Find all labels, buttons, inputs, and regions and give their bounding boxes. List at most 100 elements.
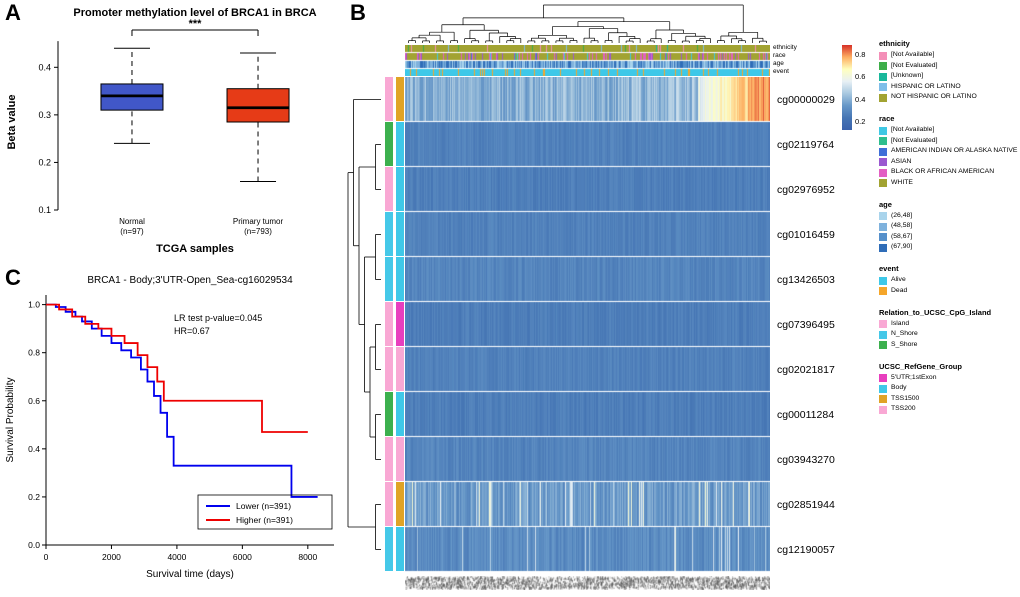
- row-dendrogram: [347, 99, 381, 550]
- legend-color-swatch: [879, 330, 887, 339]
- legend-item: Alive: [879, 276, 1020, 287]
- legend-label: NOT HISPANIC OR LATINO: [891, 93, 977, 101]
- column-annotation-bars: [405, 45, 770, 76]
- svg-text:BRCA1 - Body;3'UTR-Open_Sea-cg: BRCA1 - Body;3'UTR-Open_Sea-cg16029534: [87, 275, 293, 286]
- legend-color-swatch: [879, 93, 887, 102]
- legend-color-swatch: [879, 137, 887, 146]
- legend-item: 5'UTR;1stExon: [879, 373, 1020, 384]
- legend-title: ethnicity: [879, 39, 910, 48]
- panel-c-survival: C BRCA1 - Body;3'UTR-Open_Sea-cg16029534…: [0, 265, 345, 597]
- svg-text:6000: 6000: [233, 552, 252, 562]
- svg-text:Beta value: Beta value: [6, 94, 18, 149]
- legend-label: ASIAN: [891, 157, 912, 165]
- legend-item: (58,67]: [879, 232, 1020, 243]
- legend-item: [Not Evaluated]: [879, 61, 1020, 72]
- svg-text:Higher (n=391): Higher (n=391): [236, 515, 293, 525]
- legend-color-swatch: [879, 222, 887, 231]
- panel-b-heatmap: B 0.8 0.6 0.4 0.2 ethnicity [Not Available] […: [345, 0, 1020, 597]
- svg-text:0: 0: [44, 552, 49, 562]
- svg-text:0.2: 0.2: [28, 492, 40, 502]
- svg-text:TCGA samples: TCGA samples: [156, 243, 234, 255]
- legend-item: (48,58]: [879, 222, 1020, 233]
- column-annotation-label: age: [773, 60, 784, 67]
- panel-b-label: B: [350, 0, 366, 25]
- legend-item: AMERICAN INDIAN OR ALASKA NATIVE: [879, 147, 1020, 158]
- legend-item: Island: [879, 319, 1020, 330]
- legend-title: race: [879, 114, 895, 123]
- svg-text:0.0: 0.0: [28, 540, 40, 550]
- svg-text:(n=793): (n=793): [244, 227, 272, 236]
- legend-group: event Alive Dead: [879, 265, 1020, 297]
- legend-color-swatch: [879, 62, 887, 71]
- legend-label: HISPANIC OR LATINO: [891, 82, 961, 90]
- column-annotation-label: race: [773, 52, 786, 59]
- heatmap-canvas: [405, 77, 770, 572]
- legend-label: WHITE: [891, 178, 913, 186]
- heatmap-row-label: cg07396495: [777, 318, 835, 331]
- svg-text:LR test p-value=0.045: LR test p-value=0.045: [174, 313, 262, 323]
- legend-label: TSS1500: [891, 394, 920, 402]
- legend-label: N_Shore: [891, 330, 918, 338]
- legend-color-swatch: [879, 243, 887, 252]
- colorbar-gradient: [842, 45, 852, 130]
- legend-item: N_Shore: [879, 330, 1020, 341]
- legend-item: HISPANIC OR LATINO: [879, 82, 1020, 93]
- legend-title: UCSC_RefGene_Group: [879, 361, 962, 371]
- svg-text:Normal: Normal: [119, 217, 145, 226]
- panel-a-label: A: [5, 0, 21, 25]
- heatmap-row-label: cg03943270: [777, 453, 835, 466]
- heatmap-row-label: cg00000029: [777, 93, 835, 106]
- heatmap-row-label: cg02021817: [777, 363, 835, 376]
- legend-color-swatch: [879, 168, 887, 177]
- colorbar-tick-label: 0.8: [855, 49, 866, 59]
- legend-color-swatch: [879, 276, 887, 285]
- svg-text:0.6: 0.6: [28, 396, 40, 406]
- legend-panel: ethnicity [Not Available] [Not Evaluated] […: [879, 40, 1020, 427]
- legend-item: Body: [879, 384, 1020, 395]
- legend-item: Dead: [879, 286, 1020, 297]
- legend-item: (26,48]: [879, 211, 1020, 222]
- legend-label: Alive: [891, 276, 906, 284]
- heatmap-row-label: cg12190057: [777, 543, 835, 556]
- legend-label: (26,48]: [891, 211, 913, 219]
- legend-color-swatch: [879, 374, 887, 383]
- legend-group: age (26,48] (48,58] (58,67] (67,90]: [879, 200, 1020, 254]
- colorbar-tick-label: 0.4: [855, 94, 866, 104]
- legend-item: TSS1500: [879, 394, 1020, 405]
- legend-item: [Not Evaluated]: [879, 136, 1020, 147]
- legend-color-swatch: [879, 72, 887, 81]
- panel-a-boxplot: A Promoter methylation level of BRCA1 in…: [0, 0, 345, 265]
- panel-c-label: C: [5, 265, 21, 290]
- legend-label: [Not Available]: [891, 51, 935, 59]
- colorbar-tick-label: 0.2: [855, 117, 866, 127]
- legend-group: race [Not Available] [Not Evaluated] AMERIC…: [879, 115, 1020, 189]
- svg-text:HR=0.67: HR=0.67: [174, 326, 210, 336]
- svg-text:1.0: 1.0: [28, 300, 40, 310]
- heatmap-row-label: cg02119764: [777, 138, 835, 151]
- legend-item: WHITE: [879, 178, 1020, 189]
- legend-item: S_Shore: [879, 340, 1020, 351]
- legend-item: [Not Available]: [879, 51, 1020, 62]
- legend-color-swatch: [879, 147, 887, 156]
- legend-title: Relation_to_UCSC_CpG_Island: [879, 307, 992, 317]
- legend-group: ethnicity [Not Available] [Not Evaluated] […: [879, 40, 1020, 103]
- svg-text:0.4: 0.4: [28, 444, 40, 454]
- svg-text:0.8: 0.8: [28, 348, 40, 358]
- heatmap-row-label: cg02976952: [777, 183, 835, 196]
- boxplot-svg: Promoter methylation level of BRCA1 in B…: [6, 7, 317, 255]
- heatmap-row-label: cg01016459: [777, 228, 835, 241]
- svg-text:Survival Probability: Survival Probability: [5, 377, 16, 462]
- legend-label: [Not Evaluated]: [891, 61, 938, 69]
- legend-color-swatch: [879, 320, 887, 329]
- legend-color-swatch: [879, 83, 887, 92]
- legend-color-swatch: [879, 287, 887, 296]
- legend-item: TSS200: [879, 405, 1020, 416]
- legend-label: (48,58]: [891, 222, 913, 230]
- legend-label: TSS200: [891, 405, 916, 413]
- legend-group: Relation_to_UCSC_CpG_Island Island N_Shore…: [879, 307, 1020, 351]
- legend-label: AMERICAN INDIAN OR ALASKA NATIVE: [891, 147, 1018, 155]
- svg-text:Primary tumor: Primary tumor: [233, 217, 284, 226]
- legend-color-swatch: [879, 179, 887, 188]
- svg-text:0.4: 0.4: [38, 62, 51, 72]
